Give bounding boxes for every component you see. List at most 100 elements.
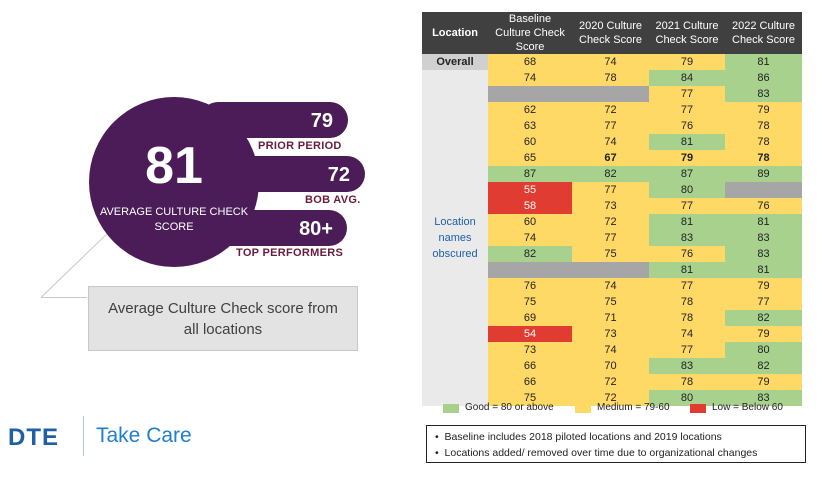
score-cell: 72 (572, 390, 649, 406)
score-cell: 67 (572, 150, 649, 166)
table-row: 60 72 81 81 (422, 214, 802, 230)
score-cell: 58 (488, 198, 572, 214)
score-cell: 76 (649, 118, 725, 134)
score-cell: 75 (572, 294, 649, 310)
legend-medium-label: Medium = 79-60 (597, 402, 670, 413)
score-cell: 77 (649, 278, 725, 294)
legend-low-swatch (690, 404, 706, 413)
bob-avg-value: 72 (327, 164, 350, 186)
table-row: Overall 68 74 79 81 (422, 54, 802, 70)
footnote-item: • Baseline includes 2018 piloted locatio… (435, 431, 722, 443)
score-cell: 82 (725, 358, 802, 374)
score-cell: 81 (725, 262, 802, 278)
score-cell: 74 (488, 230, 572, 246)
score-cell (572, 86, 649, 102)
score-cell: 78 (725, 134, 802, 150)
prior-period-value: 79 (310, 110, 333, 132)
footnote-box: • Baseline includes 2018 piloted locatio… (426, 425, 806, 463)
score-cell: 66 (488, 358, 572, 374)
legend-good-swatch (443, 404, 459, 413)
score-cell: 73 (488, 342, 572, 358)
score-cell: 78 (649, 294, 725, 310)
header-2021: 2021 Culture Check Score (649, 12, 725, 54)
table-row: 75 75 78 77 (422, 294, 802, 310)
score-cell: 74 (572, 134, 649, 150)
score-cell (488, 86, 572, 102)
score-cell: 83 (649, 230, 725, 246)
score-cell: 82 (488, 246, 572, 262)
score-cell: 80 (725, 342, 802, 358)
score-cell: 74 (572, 54, 649, 70)
score-cell: 78 (572, 70, 649, 86)
score-cell: 76 (725, 198, 802, 214)
logo-divider (83, 416, 84, 456)
score-cell: 60 (488, 214, 572, 230)
score-cell: 75 (488, 390, 572, 406)
score-cell: 83 (725, 86, 802, 102)
score-cell: 79 (725, 374, 802, 390)
table-row: 65 67 79 78 (422, 150, 802, 166)
table-row: 55 77 80 (422, 182, 802, 198)
location-names-cell: Location names obscured (422, 70, 488, 406)
overall-label: Overall (422, 54, 488, 70)
score-cell: 73 (572, 198, 649, 214)
table-row: 60 74 81 78 (422, 134, 802, 150)
score-cell: 72 (572, 214, 649, 230)
score-cell: 81 (649, 262, 725, 278)
table-row: 76 74 77 79 (422, 278, 802, 294)
score-cell: 68 (488, 54, 572, 70)
score-cell: 81 (725, 214, 802, 230)
table-row: 74 77 83 83 (422, 230, 802, 246)
score-cell: 74 (572, 278, 649, 294)
score-cell: 83 (725, 390, 802, 406)
score-cell: 80 (649, 390, 725, 406)
score-cell: 84 (649, 70, 725, 86)
score-cell: 60 (488, 134, 572, 150)
prior-period-label: PRIOR PERIOD (258, 140, 342, 152)
score-cell: 76 (649, 246, 725, 262)
score-cell: 72 (572, 102, 649, 118)
score-cell (725, 182, 802, 198)
kpi-circle (89, 97, 259, 267)
score-cell: 69 (488, 310, 572, 326)
score-cell: 63 (488, 118, 572, 134)
score-cell: 79 (725, 326, 802, 342)
table-row: Location names obscured 74 78 84 86 (422, 70, 802, 406)
table-row: 77 83 (422, 86, 802, 102)
score-cell: 78 (725, 118, 802, 134)
score-cell: 77 (572, 118, 649, 134)
score-cell: 71 (572, 310, 649, 326)
table-header-row: Location Baseline Culture Check Score 20… (422, 12, 802, 54)
top-performers-label: TOP PERFORMERS (236, 247, 344, 259)
average-score-value: 81 (145, 137, 203, 195)
score-cell: 79 (725, 278, 802, 294)
score-cell (488, 262, 572, 278)
score-cell: 72 (572, 374, 649, 390)
score-cell: 78 (649, 374, 725, 390)
average-score-label: AVERAGE CULTURE CHECK SCORE (99, 206, 249, 233)
score-cell: 62 (488, 102, 572, 118)
footnote-item: • Locations added/ removed over time due… (435, 447, 758, 459)
score-cell: 82 (572, 166, 649, 182)
score-cell: 81 (649, 134, 725, 150)
score-cell: 82 (725, 310, 802, 326)
score-cell: 79 (725, 102, 802, 118)
score-cell: 75 (572, 246, 649, 262)
score-cell: 77 (725, 294, 802, 310)
callout-box: Average Culture Check score from all loc… (88, 286, 358, 351)
score-cell: 75 (488, 294, 572, 310)
footnote-text: Baseline includes 2018 piloted locations… (444, 431, 722, 443)
scores-table: Location Baseline Culture Check Score 20… (422, 12, 802, 406)
header-location: Location (422, 12, 488, 54)
score-cell: 77 (649, 86, 725, 102)
obscured-note: Location names obscured (432, 216, 478, 260)
score-cell: 86 (725, 70, 802, 86)
legend-good-label: Good = 80 or above (465, 402, 554, 413)
score-cell: 77 (649, 342, 725, 358)
bob-avg-label: BOB AVG. (305, 194, 361, 206)
legend-medium-swatch (575, 404, 591, 413)
table-row: 58 73 77 76 (422, 198, 802, 214)
score-cell: 76 (488, 278, 572, 294)
score-cell: 83 (649, 358, 725, 374)
header-baseline: Baseline Culture Check Score (488, 12, 572, 54)
